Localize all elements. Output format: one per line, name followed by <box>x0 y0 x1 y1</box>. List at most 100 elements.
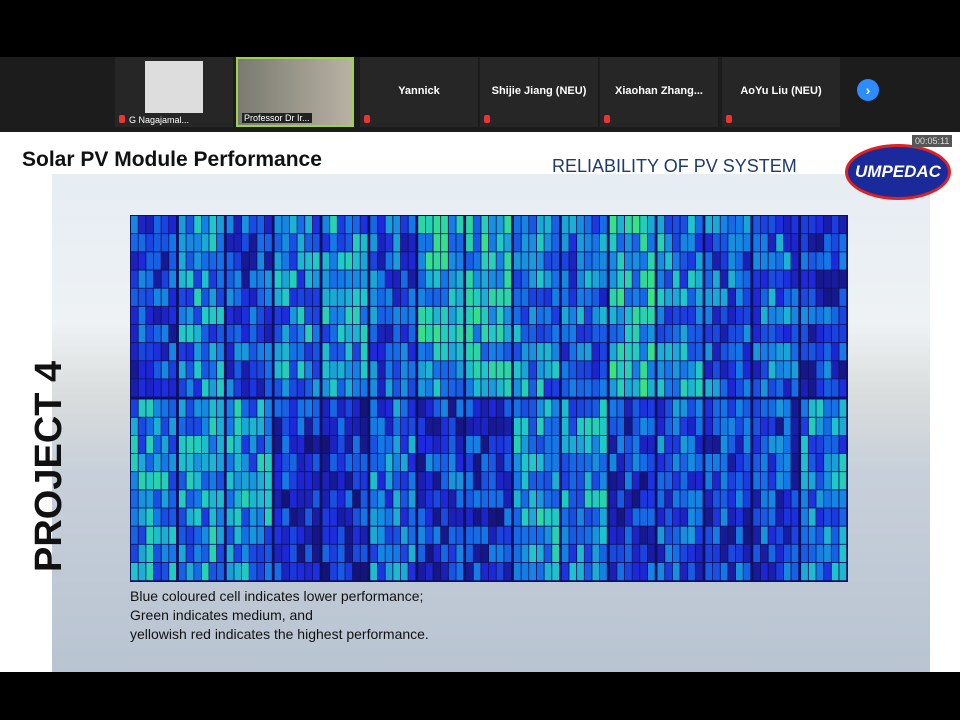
thermal-cell <box>720 324 728 343</box>
thermal-cell <box>242 399 249 417</box>
participant-tile[interactable]: Yannick <box>360 57 478 127</box>
thermal-cell <box>672 216 680 234</box>
thermal-cell <box>552 526 559 544</box>
thermal-cell <box>577 417 584 435</box>
thermal-cell <box>584 544 592 562</box>
thermal-cell <box>153 453 161 472</box>
thermal-cell <box>647 453 655 472</box>
thermal-cell <box>569 508 577 526</box>
thermal-cell <box>249 453 257 472</box>
thermal-cell <box>736 526 743 544</box>
thermal-cell <box>370 435 378 454</box>
thermal-cell <box>353 544 360 562</box>
thermal-cell <box>433 361 441 379</box>
thermal-cell <box>353 435 360 454</box>
thermal-cell <box>393 234 401 252</box>
thermal-cell <box>552 544 559 562</box>
logo: UMPEDAC <box>845 144 951 200</box>
thermal-cell <box>592 544 600 562</box>
thermal-cell <box>473 399 481 417</box>
thermal-cell <box>201 399 209 417</box>
thermal-cell <box>609 343 617 361</box>
thermal-cell <box>312 216 320 234</box>
thermal-cell <box>448 399 456 417</box>
thermal-cell <box>552 562 559 581</box>
thermal-cell <box>592 453 600 472</box>
thermal-cell <box>249 399 257 417</box>
thermal-cell <box>242 453 249 472</box>
thermal-cell <box>584 508 592 526</box>
thermal-cell <box>242 508 249 526</box>
thermal-cell <box>178 526 186 544</box>
thermal-cell <box>312 288 320 306</box>
thermal-cell <box>305 343 312 361</box>
thermal-cell <box>178 216 186 234</box>
participant-tile[interactable]: G Nagajamal... <box>115 57 233 127</box>
thermal-cell <box>448 472 456 490</box>
thermal-cell <box>728 490 736 508</box>
thermal-cell <box>625 417 632 435</box>
thermal-cell <box>441 324 448 343</box>
thermal-cell <box>688 234 695 252</box>
thermal-cell <box>448 288 456 306</box>
thermal-cell <box>513 399 521 417</box>
thermal-cell <box>736 417 743 435</box>
thermal-cell <box>169 562 176 581</box>
participant-tile[interactable]: Xiaohan Zhang... <box>600 57 718 127</box>
thermal-cell <box>625 270 632 288</box>
participant-tile[interactable]: AoYu Liu (NEU) <box>722 57 840 127</box>
thermal-cell <box>153 526 161 544</box>
thermal-cell <box>816 417 824 435</box>
thermal-cell <box>665 252 672 270</box>
participant-tile[interactable]: Professor Dr Ir... <box>236 57 354 127</box>
thermal-cell <box>178 270 186 288</box>
thermal-cell <box>353 343 360 361</box>
thermal-cell <box>801 472 808 490</box>
thermal-cell <box>672 508 680 526</box>
thermal-cell <box>768 472 776 490</box>
thermal-cell <box>433 252 441 270</box>
thermal-cell <box>657 453 665 472</box>
thermal-cell <box>337 324 345 343</box>
thermal-cell <box>625 234 632 252</box>
thermal-cell <box>433 324 441 343</box>
thermal-cell <box>584 472 592 490</box>
thermal-cell <box>466 435 473 454</box>
thermal-cell <box>657 252 665 270</box>
thermal-cell <box>625 288 632 306</box>
thermal-cell <box>194 324 201 343</box>
thermal-cell <box>466 252 473 270</box>
thermal-cell <box>418 417 425 435</box>
thermal-cell <box>680 562 688 581</box>
thermal-cell <box>337 288 345 306</box>
next-page-button[interactable]: › <box>857 79 879 101</box>
thermal-cell <box>169 288 176 306</box>
thermal-cell <box>186 417 194 435</box>
thermal-cell <box>194 544 201 562</box>
thermal-cell <box>743 562 751 581</box>
thermal-cell <box>481 544 489 562</box>
thermal-cell <box>305 306 312 325</box>
thermal-cell <box>282 508 289 526</box>
thermal-cell <box>178 472 186 490</box>
thermal-cell <box>753 417 761 435</box>
thermal-cell <box>600 435 607 454</box>
thermal-cell <box>289 361 297 379</box>
thermal-cell <box>169 216 176 234</box>
thermal-cell <box>138 252 146 270</box>
thermal-cell <box>720 306 728 325</box>
thermal-cell <box>353 234 360 252</box>
thermal-cell <box>791 435 799 454</box>
thermal-cell <box>161 306 169 325</box>
thermal-cell <box>577 544 584 562</box>
participant-tile[interactable]: Shijie Jiang (NEU) <box>480 57 598 127</box>
thermal-cell <box>282 306 289 325</box>
thermal-cell <box>322 379 330 397</box>
thermal-cell <box>169 361 176 379</box>
thermal-cell <box>393 544 401 562</box>
thermal-cell <box>625 361 632 379</box>
thermal-cell <box>186 399 194 417</box>
thermal-cell <box>322 490 330 508</box>
thermal-cell <box>783 288 791 306</box>
thermal-cell <box>801 216 808 234</box>
